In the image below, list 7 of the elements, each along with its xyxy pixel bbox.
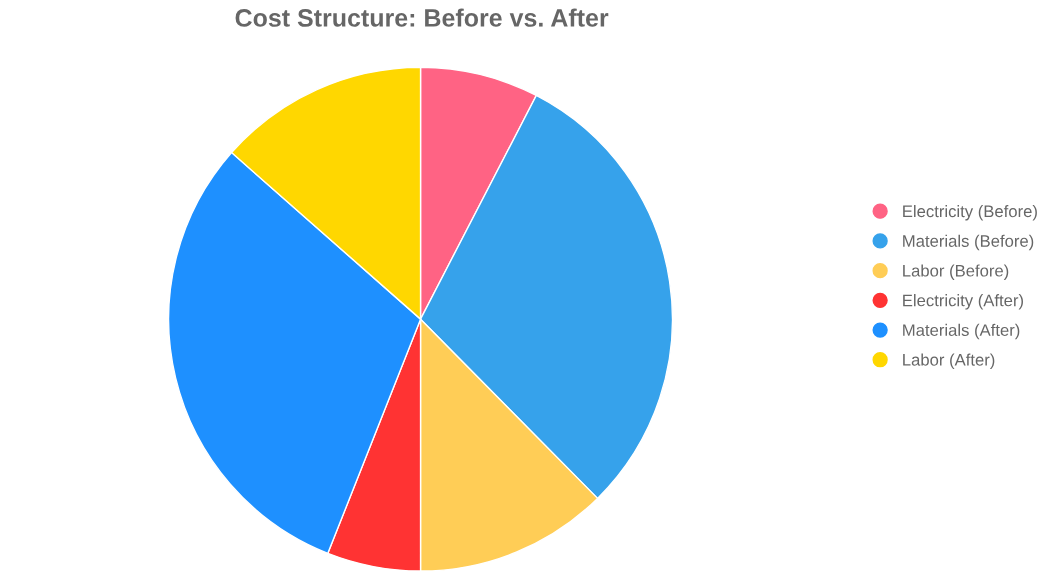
legend-label: Labor (Before) — [903, 264, 1009, 280]
legend-label: Materials (After) — [903, 323, 1020, 340]
legend-label: Labor (After) — [903, 353, 995, 370]
chart-title: Cost Structure: Before vs. After — [235, 8, 609, 27]
legend-label: Electricity (Before) — [903, 204, 1037, 221]
legend-label: Materials (Before) — [903, 234, 1034, 251]
legend-label: Electricity (After) — [903, 294, 1023, 310]
